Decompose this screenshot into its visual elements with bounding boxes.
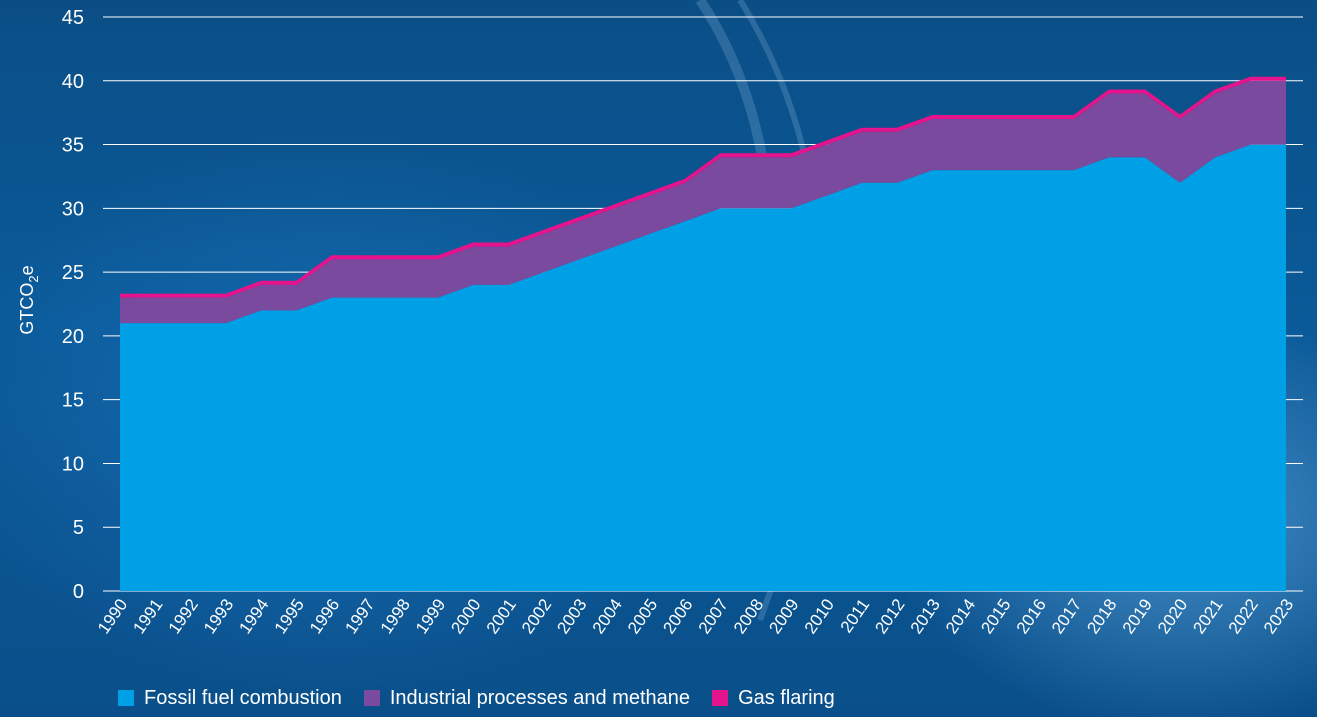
y-tick-label: 35 — [62, 135, 84, 157]
area-industrial-processes-and-methane — [120, 80, 1286, 324]
x-tick-label: 2019 — [1119, 595, 1156, 637]
x-tick-label: 2007 — [695, 595, 732, 637]
legend-swatch — [363, 690, 380, 706]
x-tick-label: 2015 — [977, 595, 1014, 637]
x-tick-label: 2021 — [1189, 595, 1226, 637]
x-tick-label: 1999 — [412, 595, 449, 637]
y-tick-label: 0 — [73, 581, 84, 603]
x-tick-label: 2012 — [871, 595, 908, 637]
x-tick-label: 2011 — [837, 595, 874, 636]
x-tick-label: 1994 — [235, 595, 272, 637]
y-tick-label: 15 — [62, 390, 84, 412]
x-tick-label: 2018 — [1083, 595, 1120, 637]
x-tick-label: 2002 — [518, 595, 555, 637]
x-tick-label: 2003 — [553, 595, 590, 637]
x-tick-label: 2006 — [659, 595, 696, 637]
x-tick-label: 2013 — [907, 595, 944, 637]
legend-label: Industrial processes and methane — [389, 686, 691, 709]
y-tick-label: 25 — [62, 262, 84, 284]
legend-swatch — [712, 690, 729, 706]
legend-swatch — [118, 690, 134, 706]
legend-label: Gas flaring — [738, 686, 835, 709]
x-tick-label: 2010 — [801, 595, 838, 637]
x-tick-label: 1991 — [129, 595, 166, 637]
x-tick-label: 1995 — [271, 595, 308, 637]
area-series — [120, 76, 1286, 591]
x-tick-label: 2014 — [942, 595, 979, 637]
x-tick-label: 2001 — [483, 595, 520, 637]
x-tick-label: 1990 — [94, 595, 131, 637]
y-tick-label: 5 — [73, 517, 84, 539]
legend-item: Gas flaring — [712, 687, 835, 710]
x-tick-label: 2023 — [1260, 595, 1297, 637]
x-tick-label: 1998 — [377, 595, 414, 637]
y-tick-label: 45 — [62, 7, 84, 29]
legend-item: Fossil fuel combustion — [118, 687, 342, 710]
x-tick-label: 1997 — [341, 595, 378, 637]
y-tick-label: 30 — [62, 198, 84, 220]
y-axis-label: GTCO2e — [17, 265, 41, 334]
y-axis-label-tail: e — [17, 265, 37, 275]
area-fossil-fuel-combustion — [120, 144, 1286, 591]
x-tick-label: 1992 — [165, 595, 202, 637]
x-tick-label: 2020 — [1154, 595, 1191, 637]
y-tick-label: 20 — [62, 326, 84, 348]
y-tick-label: 40 — [62, 71, 84, 93]
legend: Fossil fuel combustion Industrial process… — [118, 685, 835, 711]
y-axis: 0 5 10 15 20 25 30 35 40 45 — [62, 7, 84, 603]
x-tick-label: 2005 — [624, 595, 661, 637]
area-top-line — [120, 76, 1286, 297]
x-tick-label: 1996 — [306, 595, 343, 637]
y-axis-label-main: GTCO — [17, 283, 37, 335]
legend-label: Fossil fuel combustion — [144, 686, 342, 709]
x-tick-label: 2017 — [1048, 595, 1085, 637]
x-tick-label: 2009 — [765, 595, 802, 637]
y-tick-label: 10 — [62, 453, 84, 475]
x-tick-label: 1993 — [200, 595, 237, 637]
x-tick-label: 2016 — [1013, 595, 1050, 637]
y-axis-label-sub: 2 — [26, 275, 41, 282]
legend-item: Industrial processes and methane — [363, 686, 691, 710]
x-tick-label: 2022 — [1225, 595, 1262, 637]
x-axis: 1990199119921993199419951996199719981999… — [94, 595, 1297, 637]
x-tick-label: 2004 — [589, 595, 626, 637]
x-tick-label: 2000 — [447, 595, 484, 637]
